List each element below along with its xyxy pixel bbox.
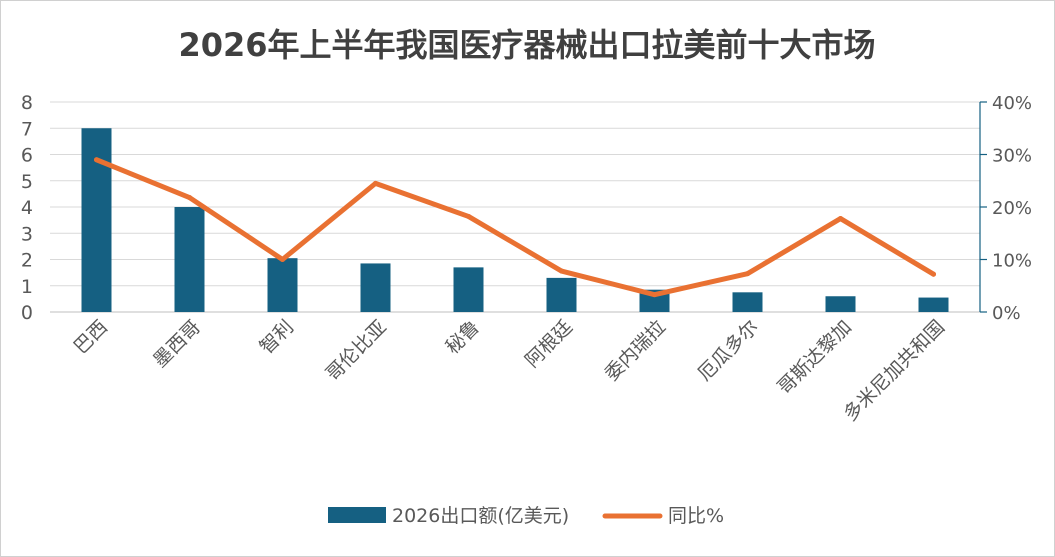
left-axis: 0 1 2 3 4 5 6 7 8	[21, 92, 33, 324]
bar	[453, 267, 484, 312]
category-label: 智利	[256, 316, 298, 358]
bar	[918, 297, 949, 312]
legend-label-line: 同比%	[668, 505, 724, 527]
line-point	[280, 257, 285, 262]
bar	[267, 258, 298, 312]
category-label: 厄瓜多尔	[694, 316, 763, 385]
left-tick-label: 7	[21, 118, 33, 140]
bar	[825, 296, 856, 312]
left-tick-label: 5	[21, 171, 33, 193]
category-label: 秘鲁	[442, 316, 484, 358]
legend-swatch-bar	[328, 507, 386, 523]
category-label: 哥斯达黎加	[773, 316, 856, 399]
bar	[81, 128, 112, 312]
right-tick-label: 30%	[992, 146, 1032, 167]
right-tick-label: 20%	[992, 198, 1032, 219]
line-point	[466, 213, 471, 219]
right-tick-label: 0%	[992, 303, 1021, 324]
left-tick-label: 3	[21, 223, 33, 245]
category-label: 阿根廷	[521, 316, 577, 372]
line-point	[373, 180, 378, 186]
left-tick-label: 6	[21, 145, 33, 167]
category-label: 巴西	[70, 316, 112, 358]
right-tick-label: 10%	[992, 251, 1032, 272]
category-label: 墨西哥	[149, 316, 205, 372]
line-point	[745, 271, 750, 277]
line-series	[94, 157, 936, 298]
line-point	[931, 271, 936, 277]
legend-label-bar: 2026出口额(亿美元)	[392, 505, 569, 527]
category-label: 多米尼加共和国	[839, 316, 949, 426]
right-axis: 0% 10% 20% 30% 40%	[979, 93, 1032, 324]
category-label: 委内瑞拉	[601, 316, 670, 385]
left-tick-label: 8	[21, 92, 33, 114]
left-tick-label: 0	[21, 302, 33, 324]
left-tick-label: 1	[21, 276, 33, 298]
line-point	[838, 216, 843, 222]
line-point	[94, 157, 99, 163]
bar	[732, 292, 763, 312]
left-tick-label: 4	[21, 197, 33, 219]
bar	[360, 263, 391, 312]
right-tick-label: 40%	[992, 93, 1032, 114]
chart-title: 2026年上半年我国医疗器械出口拉美前十大市场	[178, 26, 875, 64]
gridlines	[50, 101, 980, 313]
bar-series	[81, 128, 949, 312]
left-tick-label: 2	[21, 250, 33, 272]
yoy-line	[94, 157, 936, 298]
legend: 2026出口额(亿美元) 同比%	[328, 505, 724, 527]
bar	[546, 277, 577, 312]
category-label: 哥伦比亚	[322, 316, 391, 385]
line-point	[559, 268, 564, 274]
line-point	[187, 195, 192, 201]
bar	[174, 207, 205, 312]
line-point	[652, 292, 657, 298]
